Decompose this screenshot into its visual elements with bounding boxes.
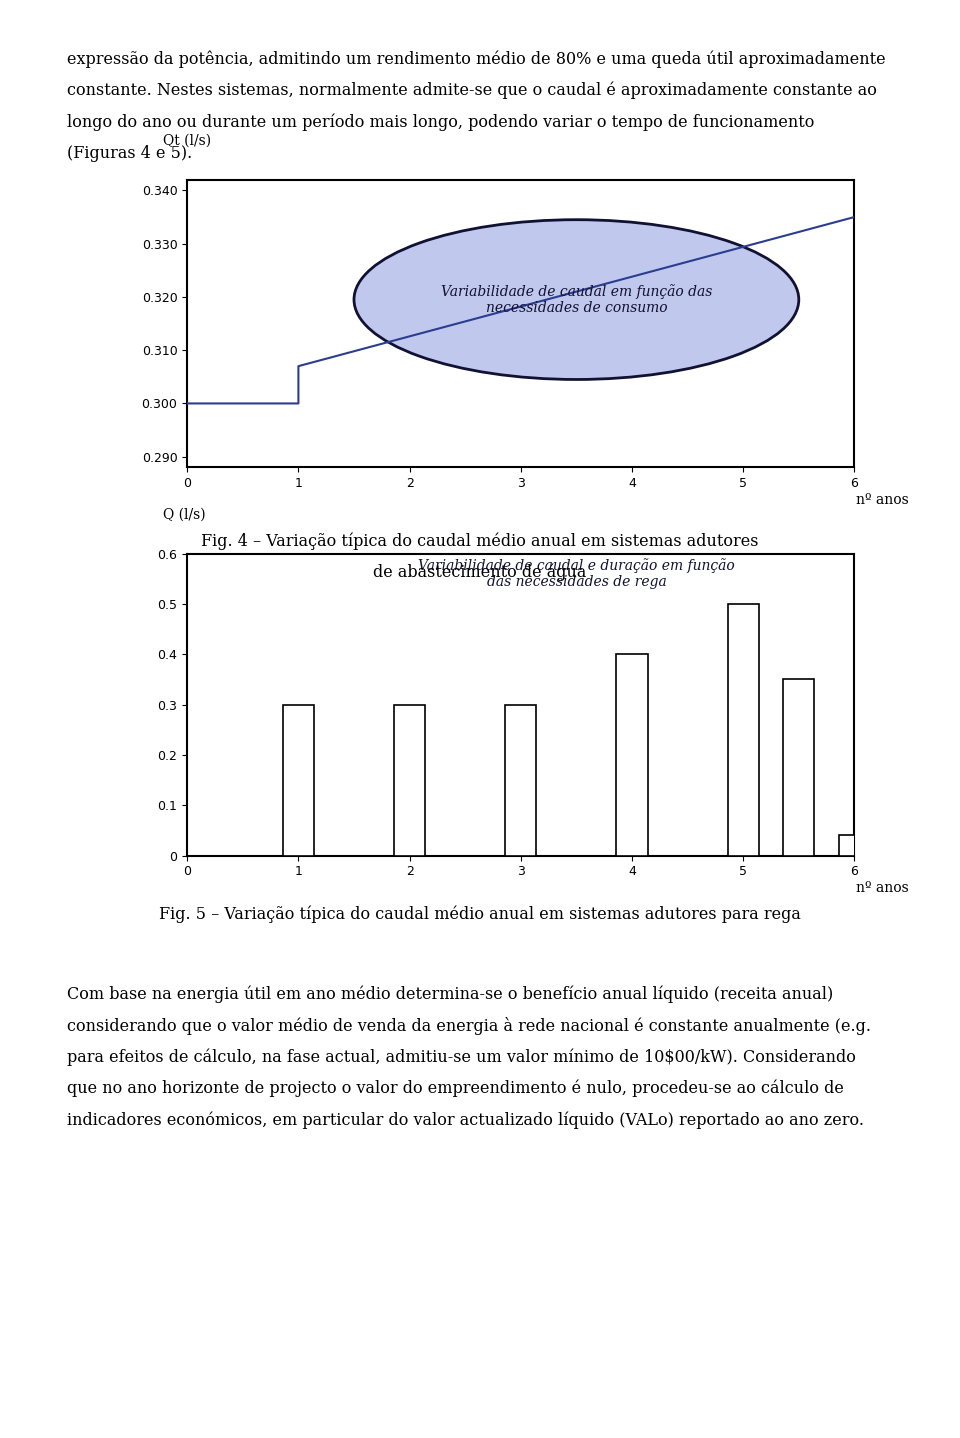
Text: longo do ano ou durante um período mais longo, podendo variar o tempo de funcion: longo do ano ou durante um período mais … bbox=[67, 114, 815, 131]
Bar bbox=[283, 705, 314, 856]
Text: Q (l/s): Q (l/s) bbox=[163, 508, 205, 522]
Text: nº anos: nº anos bbox=[856, 881, 909, 896]
Text: Variabilidade de caudal em função das
necessidades de consumo: Variabilidade de caudal em função das ne… bbox=[441, 285, 712, 315]
Text: expressão da potência, admitindo um rendimento médio de 80% e uma queda útil apr: expressão da potência, admitindo um rend… bbox=[67, 50, 886, 68]
Bar bbox=[839, 835, 870, 856]
Text: que no ano horizonte de projecto o valor do empreendimento é nulo, procedeu-se a: que no ano horizonte de projecto o valor… bbox=[67, 1080, 844, 1097]
Bar bbox=[616, 654, 648, 856]
Text: de abastecimento de água: de abastecimento de água bbox=[373, 564, 587, 581]
Text: nº anos: nº anos bbox=[856, 493, 909, 508]
Ellipse shape bbox=[354, 220, 799, 380]
Bar bbox=[505, 705, 537, 856]
Text: (Figuras 4 e 5).: (Figuras 4 e 5). bbox=[67, 145, 192, 162]
Text: para efeitos de cálculo, na fase actual, admitiu-se um valor mínimo de 10$00/kW): para efeitos de cálculo, na fase actual,… bbox=[67, 1048, 856, 1066]
Bar bbox=[783, 680, 814, 856]
Bar bbox=[394, 705, 425, 856]
Text: considerando que o valor médio de venda da energia à rede nacional é constante a: considerando que o valor médio de venda … bbox=[67, 1017, 872, 1035]
Text: Qt (l/s): Qt (l/s) bbox=[163, 134, 211, 148]
Text: constante. Nestes sistemas, normalmente admite-se que o caudal é aproximadamente: constante. Nestes sistemas, normalmente … bbox=[67, 82, 877, 99]
Text: Com base na energia útil em ano médio determina-se o benefício anual líquido (re: Com base na energia útil em ano médio de… bbox=[67, 985, 833, 1002]
Text: Fig. 4 – Variação típica do caudal médio anual em sistemas adutores: Fig. 4 – Variação típica do caudal médio… bbox=[202, 532, 758, 549]
Bar bbox=[728, 604, 758, 856]
Text: indicadores económicos, em particular do valor actualizado líquido (VALo) report: indicadores económicos, em particular do… bbox=[67, 1112, 864, 1129]
Text: Variabilidade de caudal e duração em função
das necessidades de rega: Variabilidade de caudal e duração em fun… bbox=[418, 558, 734, 590]
Text: Fig. 5 – Variação típica do caudal médio anual em sistemas adutores para rega: Fig. 5 – Variação típica do caudal médio… bbox=[159, 906, 801, 923]
